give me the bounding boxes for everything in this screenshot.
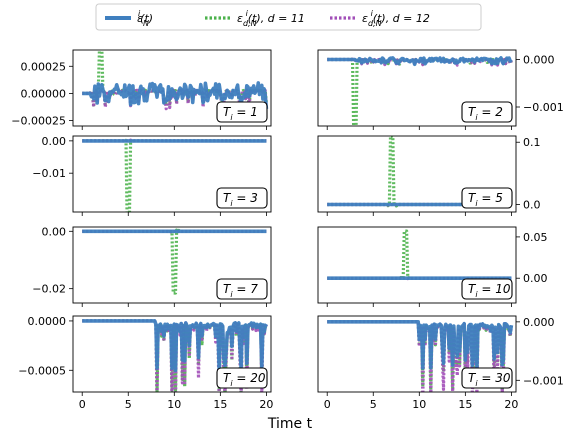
x-axis-label: Time t (267, 416, 313, 432)
panel-badge-label: Ti = 7 (223, 282, 258, 299)
series-eps_N-line (81, 319, 268, 373)
panel-2: 0.000 −0.001 Ti = 2 (317, 49, 564, 130)
panel-1: 0.00025 0.00000 −0.00025 Ti = 1 (11, 49, 272, 130)
series-d11-line (326, 229, 512, 281)
panel-6: 0.05 0.00 Ti = 10 (317, 226, 548, 307)
x-tick-label: 0 (79, 398, 86, 411)
y-tick-label: 0.00 (42, 225, 67, 238)
x-tick-label: 15 (458, 398, 472, 411)
y-tick-label: 0.0000 (28, 315, 67, 328)
panel-7-plot-area (81, 319, 268, 392)
panel-5-plot-area (81, 228, 267, 295)
series-d11-line (81, 228, 267, 295)
panel-1-plot-area (81, 50, 269, 111)
panel-1-frame (72, 49, 272, 127)
panel-2-plot-area (326, 56, 513, 126)
panel-8-frame (317, 315, 517, 393)
legend-label-d12: εd,Ni(t), d = 12 (362, 9, 430, 28)
panel-badge-frame (461, 278, 513, 300)
panel-badge-frame (216, 101, 268, 123)
y-tick-label: 0.05 (523, 231, 548, 244)
panel-badge-label: Ti = 20 (223, 371, 266, 388)
y-tick-label: −0.01 (32, 167, 66, 180)
panel-badge-label: Ti = 3 (223, 191, 258, 208)
legend-frame (95, 3, 482, 31)
y-tick-label: 0.0 (523, 199, 541, 212)
panel-badge-frame (216, 278, 268, 300)
panel-badge-frame (461, 101, 513, 123)
panel-badge-frame (461, 367, 513, 389)
panel-5: 0.00 −0.02 Ti = 7 (32, 225, 272, 307)
y-tick-label: 0.000 (523, 54, 555, 67)
series-eps_N-line (326, 320, 514, 370)
y-tick-label: 0.00000 (21, 87, 67, 100)
series-eps_N-line (326, 56, 513, 67)
legend-label-eps_N: εNi(t) (137, 9, 153, 28)
y-tick-label: 0.000 (523, 316, 555, 329)
y-tick-label: 0.00 (42, 135, 67, 148)
panel-3-frame (72, 135, 272, 213)
panel-badge-label: Ti = 2 (468, 105, 503, 122)
y-tick-label: −0.001 (523, 101, 564, 114)
panel-3-plot-area (81, 138, 267, 212)
x-tick-label: 5 (125, 398, 132, 411)
panel-6-plot-area (326, 229, 512, 281)
panel-badge-label: Ti = 10 (468, 282, 511, 299)
x-tick-label: 15 (213, 398, 227, 411)
panel-badge-label: Ti = 30 (468, 371, 511, 388)
panel-4-frame (317, 135, 517, 213)
panel-4: 0.1 0.0 Ti = 5 (317, 135, 541, 216)
legend: εNi(t) εd,Ni(t), d = 11 εd,Ni(t), d = 12 (95, 3, 482, 31)
panel-8-plot-area (326, 320, 514, 392)
series-eps_N-line (81, 81, 269, 110)
panel-5-frame (72, 226, 272, 304)
x-tick-label: 20 (259, 398, 273, 411)
x-tick-label: 10 (412, 398, 426, 411)
x-tick-label: 0 (324, 398, 331, 411)
panel-badge-frame (216, 367, 268, 389)
panel-badge-frame (216, 187, 268, 209)
y-tick-label: −0.02 (32, 283, 66, 296)
panel-badge-frame (461, 187, 513, 209)
panel-7-frame (72, 315, 272, 393)
x-tick-label: 10 (167, 398, 181, 411)
x-tick-label: 20 (504, 398, 518, 411)
y-tick-label: 0.00025 (21, 60, 67, 73)
panel-2-frame (317, 49, 517, 127)
legend-label-d11: εd,Ni(t), d = 11 (237, 9, 305, 28)
y-tick-label: −0.001 (523, 374, 564, 387)
x-tick-label: 5 (370, 398, 377, 411)
panel-8: 0 5 10 15 20 0.000 −0.001 Ti = 30 (317, 315, 564, 411)
y-tick-label: 0.1 (523, 136, 541, 149)
panel-3: 0.00 −0.01 Ti = 3 (32, 135, 272, 216)
panel-badge-label: Ti = 5 (468, 191, 503, 208)
panel-7: 0 5 10 15 20 0.0000 −0.0005 Ti = 20 (18, 315, 273, 411)
y-tick-label: −0.00025 (11, 115, 66, 128)
y-tick-label: 0.00 (523, 272, 548, 285)
panel-6-frame (317, 226, 517, 304)
y-tick-label: −0.0005 (18, 364, 66, 377)
panel-badge-label: Ti = 1 (223, 105, 258, 122)
